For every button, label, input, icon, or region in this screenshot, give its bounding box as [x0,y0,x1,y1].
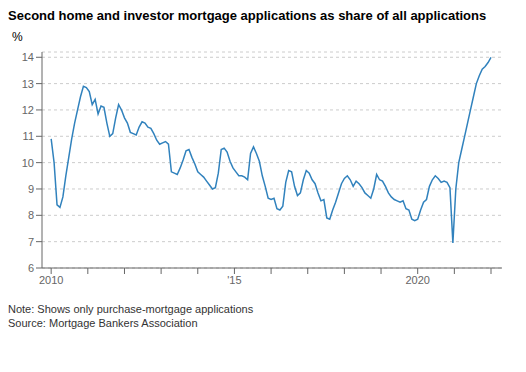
svg-text:7: 7 [28,236,34,248]
svg-text:13: 13 [22,78,34,90]
svg-text:8: 8 [28,209,34,221]
svg-text:'15: '15 [227,274,241,286]
svg-text:9: 9 [28,183,34,195]
svg-text:10: 10 [22,157,34,169]
svg-text:6: 6 [28,262,34,274]
html-text:Source: Mortgage Bankers Assoc: Source: Mortgage Bankers Association [8,317,198,329]
svg-text:11: 11 [23,130,34,142]
html-text:Note: Shows only purchase-mort: Note: Shows only purchase-mortgage appli… [8,303,254,315]
svg-text:12: 12 [22,104,34,116]
svg-text:2010: 2010 [39,274,63,286]
svg-text:2020: 2020 [405,274,429,286]
svg-text:14: 14 [22,51,34,63]
html-text:Second home and investor mortg: Second home and investor mortgage applic… [8,8,487,23]
